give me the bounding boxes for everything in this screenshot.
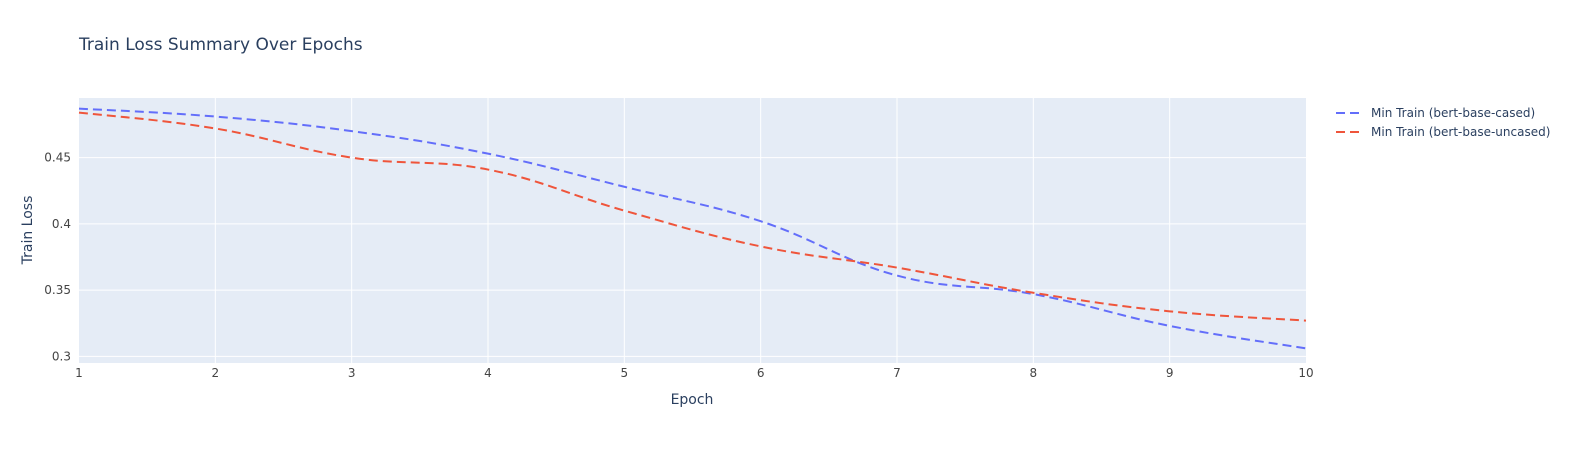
y-tick-label: 0.35 — [44, 283, 71, 297]
series-layer — [78, 107, 1307, 350]
x-tick-label: 6 — [757, 366, 765, 380]
x-tick-label: 8 — [1030, 366, 1038, 380]
x-tick-label: 1 — [75, 366, 83, 380]
y-axis-label: Train Loss — [20, 196, 36, 266]
x-tick-label: 7 — [893, 366, 901, 380]
plot-area — [79, 98, 1306, 363]
x-axis-ticks: 1 2 3 4 5 6 7 8 9 10 — [75, 366, 1313, 380]
x-tick-label: 4 — [484, 366, 492, 380]
legend-label: Min Train (bert-base-uncased) — [1371, 125, 1550, 139]
y-tick-label: 0.3 — [52, 349, 71, 363]
x-tick-label: 9 — [1166, 366, 1174, 380]
x-axis-label: Epoch — [671, 392, 714, 408]
grid-lines — [79, 98, 1306, 363]
x-tick-label: 3 — [348, 366, 356, 380]
legend-label: Min Train (bert-base-cased) — [1371, 106, 1535, 120]
chart-title: Train Loss Summary Over Epochs — [78, 35, 363, 55]
x-tick-label: 2 — [212, 366, 220, 380]
y-axis-ticks: 0.3 0.35 0.4 0.45 — [44, 151, 71, 364]
y-tick-label: 0.45 — [44, 151, 71, 165]
legend-item-1[interactable]: Min Train (bert-base-cased) — [1336, 106, 1535, 120]
x-tick-label: 10 — [1298, 366, 1313, 380]
legend[interactable]: Min Train (bert-base-cased) Min Train (be… — [1336, 106, 1550, 139]
y-tick-label: 0.4 — [52, 217, 71, 231]
series-line-2[interactable] — [78, 111, 1307, 322]
legend-item-2[interactable]: Min Train (bert-base-uncased) — [1336, 125, 1550, 139]
x-tick-label: 5 — [621, 366, 629, 380]
